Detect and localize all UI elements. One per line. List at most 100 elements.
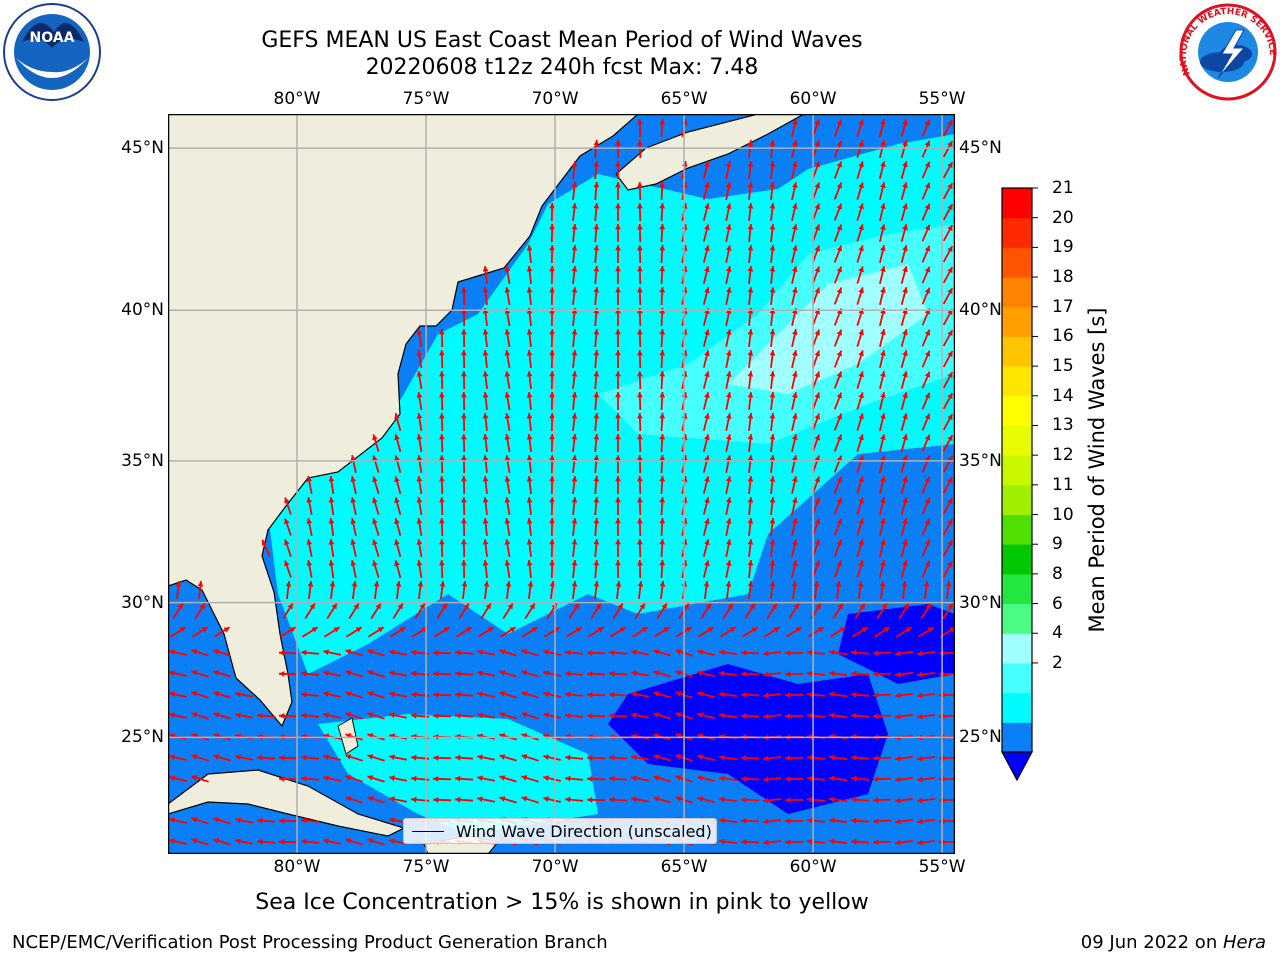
wave-direction-arrowhead — [792, 371, 798, 377]
wave-direction-arrowhead — [461, 350, 467, 356]
wave-direction-arrowhead — [543, 754, 549, 760]
wave-direction-arrowhead — [416, 329, 423, 335]
wave-direction-arrowhead — [807, 775, 813, 782]
wave-direction-arrowhead — [416, 455, 423, 461]
wave-direction-arrowhead — [615, 581, 622, 587]
wave-direction-arrowhead — [309, 603, 315, 610]
wave-direction-arrowhead — [587, 650, 593, 656]
wave-direction-arrowhead — [947, 225, 953, 232]
wave-direction-arrowhead — [367, 649, 374, 655]
wave-direction-arrowhead — [814, 455, 820, 462]
wave-direction-arrowhead — [829, 838, 835, 845]
wave-direction-arrowhead — [571, 203, 578, 209]
wave-direction-arrowhead — [461, 476, 467, 482]
wave-direction-arrowhead — [549, 581, 556, 587]
wave-direction-arrowhead — [191, 754, 198, 760]
wave-direction-arrowhead — [565, 712, 571, 719]
wave-direction-arrowhead — [443, 627, 450, 633]
wave-direction-arrowhead — [653, 670, 660, 676]
wave-direction-arrowhead — [947, 603, 953, 610]
wave-direction-arrowhead — [785, 671, 791, 677]
wave-direction-arrowhead — [829, 817, 835, 824]
wave-direction-arrowhead — [653, 775, 660, 781]
wave-direction-arrowhead — [345, 796, 352, 802]
wave-direction-arrowhead — [725, 245, 732, 251]
wave-direction-arrowhead — [924, 539, 931, 546]
wave-direction-arrowhead — [924, 161, 931, 168]
wave-direction-arrowhead — [858, 224, 864, 231]
wave-direction-arrowhead — [482, 287, 489, 293]
wave-direction-arrowhead — [323, 691, 329, 697]
wave-direction-arrowhead — [873, 797, 879, 803]
wave-direction-arrowhead — [461, 560, 467, 566]
colorbar-segment — [1002, 247, 1032, 278]
wave-direction-arrowhead — [653, 712, 660, 718]
wave-direction-arrowhead — [301, 754, 307, 761]
wave-direction-arrowhead — [637, 413, 643, 419]
wave-direction-arrowhead — [858, 518, 864, 525]
wave-direction-arrowhead — [747, 161, 754, 167]
wave-direction-arrowhead — [593, 560, 600, 566]
colorbar-segment — [1002, 633, 1032, 664]
wave-direction-arrowhead — [659, 581, 666, 587]
wave-direction-arrowhead — [345, 838, 352, 844]
wave-direction-arrowhead — [902, 245, 908, 252]
wave-direction-arrowhead — [704, 203, 710, 210]
wave-direction-arrowhead — [306, 497, 313, 503]
colorbar-segment — [1002, 544, 1032, 575]
wave-direction-arrowhead — [895, 755, 901, 762]
wave-direction-arrowhead — [785, 776, 791, 782]
wave-direction-arrowhead — [482, 329, 489, 335]
wave-direction-arrowhead — [719, 775, 725, 782]
wave-direction-arrowhead — [947, 414, 953, 421]
wave-direction-arrowhead — [675, 796, 682, 802]
wave-direction-arrowhead — [615, 560, 621, 566]
period-band-8-9 — [728, 264, 928, 394]
wave-direction-arrowhead — [631, 670, 637, 677]
wave-direction-arrowhead — [814, 119, 820, 126]
wave-direction-arrowhead — [499, 691, 506, 697]
wave-direction-arrowhead — [829, 691, 835, 698]
wave-direction-arrowhead — [675, 775, 682, 781]
wave-direction-arrowhead — [213, 817, 220, 823]
wave-direction-arrowhead — [416, 434, 423, 440]
wave-direction-arrowhead — [571, 413, 578, 419]
wave-direction-arrowhead — [697, 775, 703, 781]
wave-direction-arrowhead — [571, 518, 578, 524]
wave-direction-arrowhead — [880, 497, 886, 503]
wave-direction-arrowhead — [725, 287, 732, 293]
wave-direction-arrowhead — [593, 224, 600, 230]
wave-direction-arrowhead — [771, 603, 777, 610]
wave-direction-arrowhead — [571, 560, 578, 566]
wave-direction-arrowhead — [814, 224, 820, 231]
wave-direction-arrowhead — [902, 497, 908, 504]
wave-direction-arrowhead — [637, 497, 643, 503]
wave-direction-arrowhead — [725, 203, 732, 209]
wave-direction-arrowhead — [873, 776, 879, 782]
wave-direction-arrowhead — [587, 671, 593, 677]
lon-tick-bottom: 80°W — [273, 857, 321, 877]
wave-direction-arrowhead — [482, 371, 489, 377]
wave-direction-arrowhead — [807, 796, 813, 803]
wave-direction-arrowhead — [372, 560, 378, 567]
wave-direction-arrowhead — [704, 434, 710, 441]
wave-direction-arrowhead — [482, 434, 489, 440]
wave-direction-arrowhead — [659, 224, 666, 230]
wave-direction-arrowhead — [637, 434, 643, 440]
wave-direction-arrowhead — [637, 518, 643, 524]
wave-direction-arrowhead — [769, 434, 776, 440]
wave-direction-arrowhead — [747, 497, 754, 503]
wave-direction-arrowhead — [836, 119, 842, 126]
wave-direction-arrowhead — [924, 224, 931, 231]
wave-direction-arrowhead — [895, 650, 901, 657]
wave-direction-arrowhead — [345, 712, 352, 718]
wave-direction-arrowhead — [504, 497, 511, 503]
wave-direction-arrowhead — [543, 775, 549, 781]
wave-direction-arrowhead — [416, 518, 423, 524]
wave-direction-arrowhead — [543, 712, 549, 718]
wave-direction-arrowhead — [372, 434, 378, 441]
wave-direction-arrowhead — [504, 539, 511, 545]
wave-direction-arrowhead — [836, 140, 842, 147]
wave-direction-arrowhead — [461, 497, 467, 503]
wave-direction-arrowhead — [641, 627, 648, 633]
